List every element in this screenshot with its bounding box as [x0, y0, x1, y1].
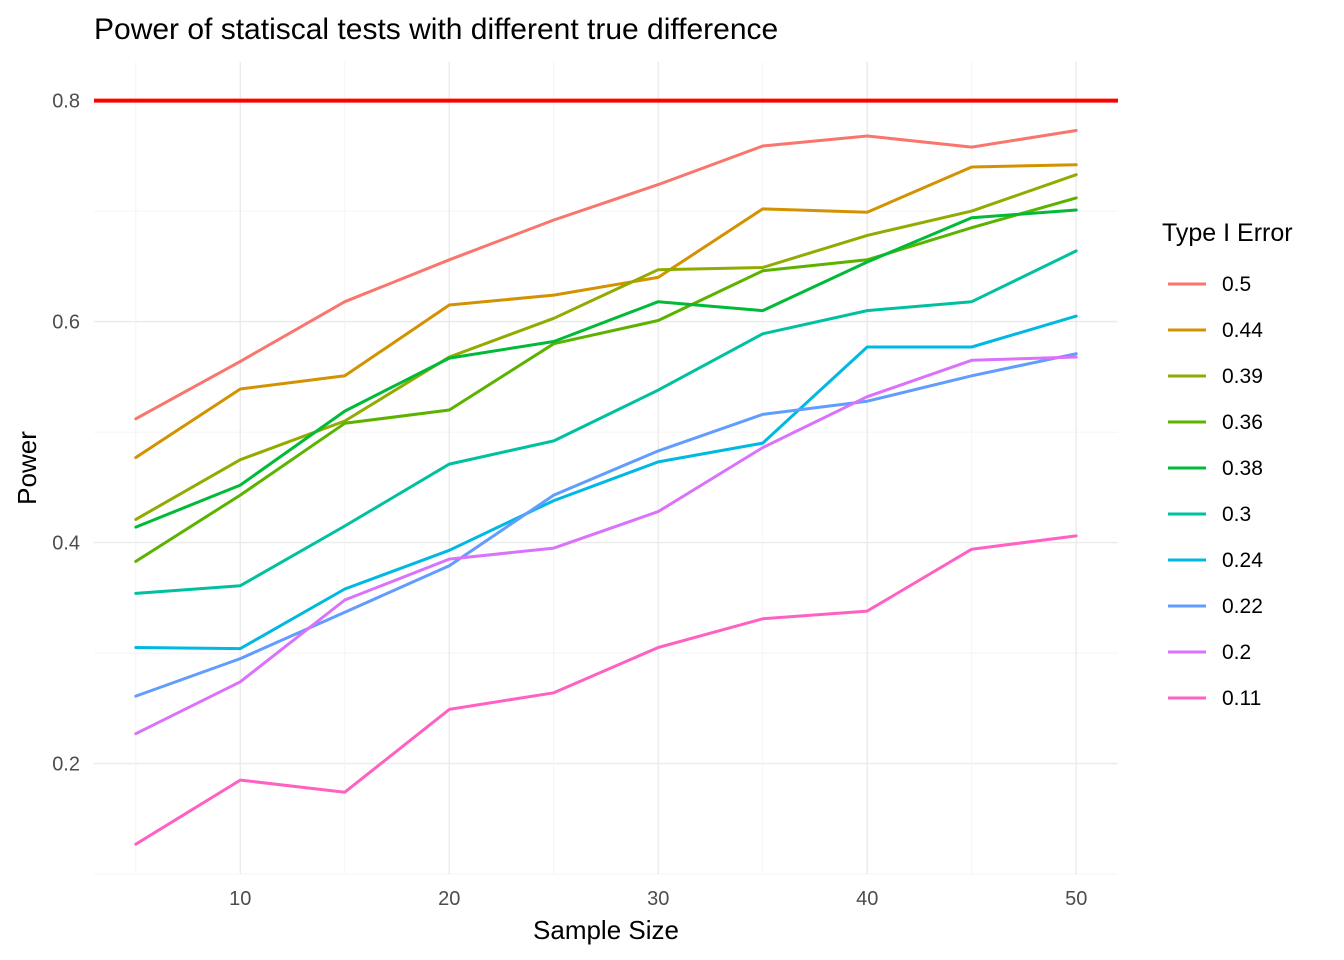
legend-label-0.36: 0.36 [1222, 411, 1263, 434]
legend-label-0.3: 0.3 [1222, 503, 1251, 526]
legend-label-0.11: 0.11 [1222, 687, 1261, 710]
legend-title: Type I Error [1162, 219, 1293, 247]
series-line-0.11 [134, 534, 1078, 846]
series-line-0.38 [134, 208, 1078, 529]
legend-label-0.38: 0.38 [1222, 457, 1263, 480]
x-tick-label: 30 [647, 888, 669, 910]
chart-title: Power of statiscal tests with different … [94, 13, 778, 46]
x-tick-label: 20 [438, 888, 460, 910]
legend-label-0.5: 0.5 [1222, 273, 1251, 296]
series-line-0.44 [134, 163, 1078, 459]
y-tick-label: 0.2 [52, 754, 80, 776]
y-tick-label: 0.6 [52, 312, 80, 334]
x-tick-label: 40 [856, 888, 878, 910]
series-line-0.24 [134, 314, 1078, 651]
y-axis-ticks: 0.2 0.4 0.6 0.8 [52, 91, 80, 776]
series-lines [134, 129, 1078, 846]
x-axis-ticks: 10 20 30 40 50 [229, 888, 1087, 910]
legend-label-0.44: 0.44 [1222, 319, 1263, 342]
legend: Type I Error 0.5 0.44 0.39 0.36 0.38 0.3 0.24 0… [1162, 219, 1293, 710]
series-line-0.2 [134, 355, 1078, 736]
series-line-0.3 [134, 249, 1078, 595]
x-tick-label: 50 [1065, 888, 1087, 910]
series-line-0.22 [134, 352, 1078, 698]
legend-label-0.2: 0.2 [1222, 641, 1251, 664]
series-line-0.36 [134, 196, 1078, 563]
y-tick-label: 0.4 [52, 533, 80, 555]
x-tick-label: 10 [229, 888, 251, 910]
y-axis-title: Power [12, 431, 42, 505]
series-line-0.39 [134, 173, 1078, 521]
legend-label-0.39: 0.39 [1222, 365, 1263, 388]
grid [94, 62, 1118, 875]
legend-label-0.22: 0.22 [1222, 595, 1263, 618]
series-line-0.5 [134, 129, 1078, 421]
legend-label-0.24: 0.24 [1222, 549, 1263, 572]
y-tick-label: 0.8 [52, 91, 80, 113]
x-axis-title: Sample Size [533, 915, 679, 945]
